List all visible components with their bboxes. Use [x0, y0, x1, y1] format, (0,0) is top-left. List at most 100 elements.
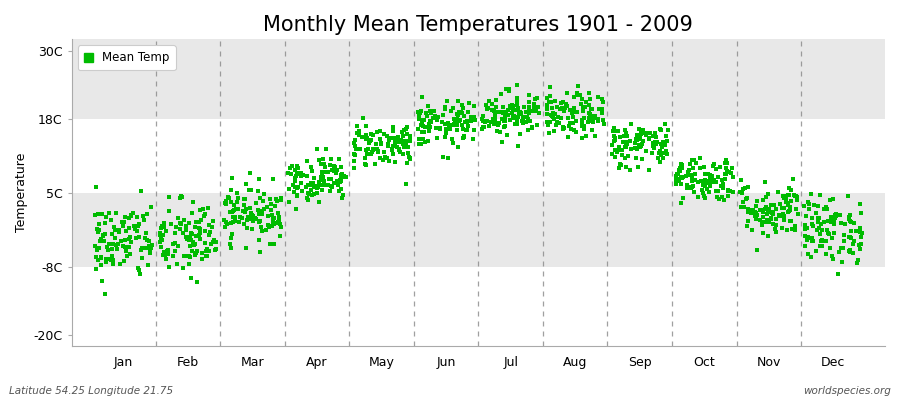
Point [494, 90, 508, 97]
Point [460, 119, 474, 125]
Point [119, 228, 133, 234]
Point [679, 173, 693, 179]
Point [93, 238, 107, 244]
Point [460, 118, 474, 124]
Point [193, 230, 207, 236]
Point [417, 117, 431, 123]
Point [489, 109, 503, 116]
Point [323, 176, 338, 182]
Point [184, 236, 198, 243]
Point [583, 116, 598, 122]
Point [420, 103, 435, 109]
Point [806, 238, 820, 244]
Point [414, 108, 428, 114]
Point [245, 226, 259, 232]
Point [373, 136, 387, 142]
Point [608, 125, 622, 132]
Point [812, 225, 826, 231]
Point [554, 100, 569, 106]
Point [266, 216, 281, 222]
Point [800, 225, 814, 232]
Point [744, 210, 759, 216]
Point [358, 136, 373, 142]
Point [813, 192, 827, 198]
Point [172, 226, 186, 232]
Point [96, 233, 111, 239]
Point [624, 146, 638, 152]
Point [554, 105, 569, 111]
Point [227, 202, 241, 208]
Point [252, 237, 266, 243]
Point [669, 176, 683, 182]
Point [303, 182, 318, 188]
Point [565, 120, 580, 126]
Point [607, 138, 621, 144]
Bar [72, 267, 885, 335]
Point [208, 246, 222, 253]
Point [516, 114, 530, 121]
Point [131, 223, 146, 230]
Point [575, 122, 590, 129]
Point [433, 126, 447, 132]
Point [497, 118, 511, 124]
Point [823, 197, 837, 203]
Point [117, 218, 131, 225]
Point [305, 180, 320, 186]
Point [141, 238, 156, 244]
Point [812, 215, 826, 221]
Point [688, 177, 702, 183]
Point [323, 162, 338, 169]
Point [769, 216, 783, 222]
Point [396, 126, 410, 133]
Point [696, 182, 710, 188]
Point [842, 234, 856, 240]
Point [608, 137, 622, 144]
Point [185, 248, 200, 254]
Point [132, 271, 147, 278]
Point [450, 122, 464, 128]
Point [412, 110, 427, 116]
Point [132, 266, 147, 273]
Point [420, 138, 435, 144]
Point [591, 106, 606, 112]
Bar [72, 193, 885, 267]
Point [842, 234, 857, 240]
Point [490, 104, 504, 110]
Point [87, 212, 102, 218]
Point [423, 108, 437, 114]
Point [291, 184, 305, 190]
Point [310, 184, 325, 191]
Point [854, 209, 868, 216]
Point [307, 184, 321, 190]
Point [684, 174, 698, 180]
Point [391, 134, 405, 140]
Point [814, 221, 828, 228]
Point [719, 164, 733, 171]
Point [684, 172, 698, 179]
Point [386, 128, 400, 134]
Point [712, 196, 726, 202]
Point [250, 206, 265, 213]
Point [510, 82, 525, 88]
Point [263, 241, 277, 248]
Point [396, 151, 410, 157]
Point [800, 199, 814, 205]
Point [363, 137, 377, 144]
Point [422, 124, 436, 131]
Point [104, 257, 119, 263]
Point [838, 221, 852, 227]
Point [526, 108, 540, 114]
Point [366, 147, 381, 153]
Point [804, 191, 818, 197]
Point [421, 124, 436, 130]
Point [186, 239, 201, 245]
Point [687, 189, 701, 195]
Point [798, 222, 813, 228]
Point [630, 135, 644, 142]
Point [710, 193, 724, 200]
Point [237, 196, 251, 202]
Point [595, 109, 609, 116]
Point [755, 221, 770, 228]
Point [182, 260, 196, 267]
Point [680, 184, 695, 191]
